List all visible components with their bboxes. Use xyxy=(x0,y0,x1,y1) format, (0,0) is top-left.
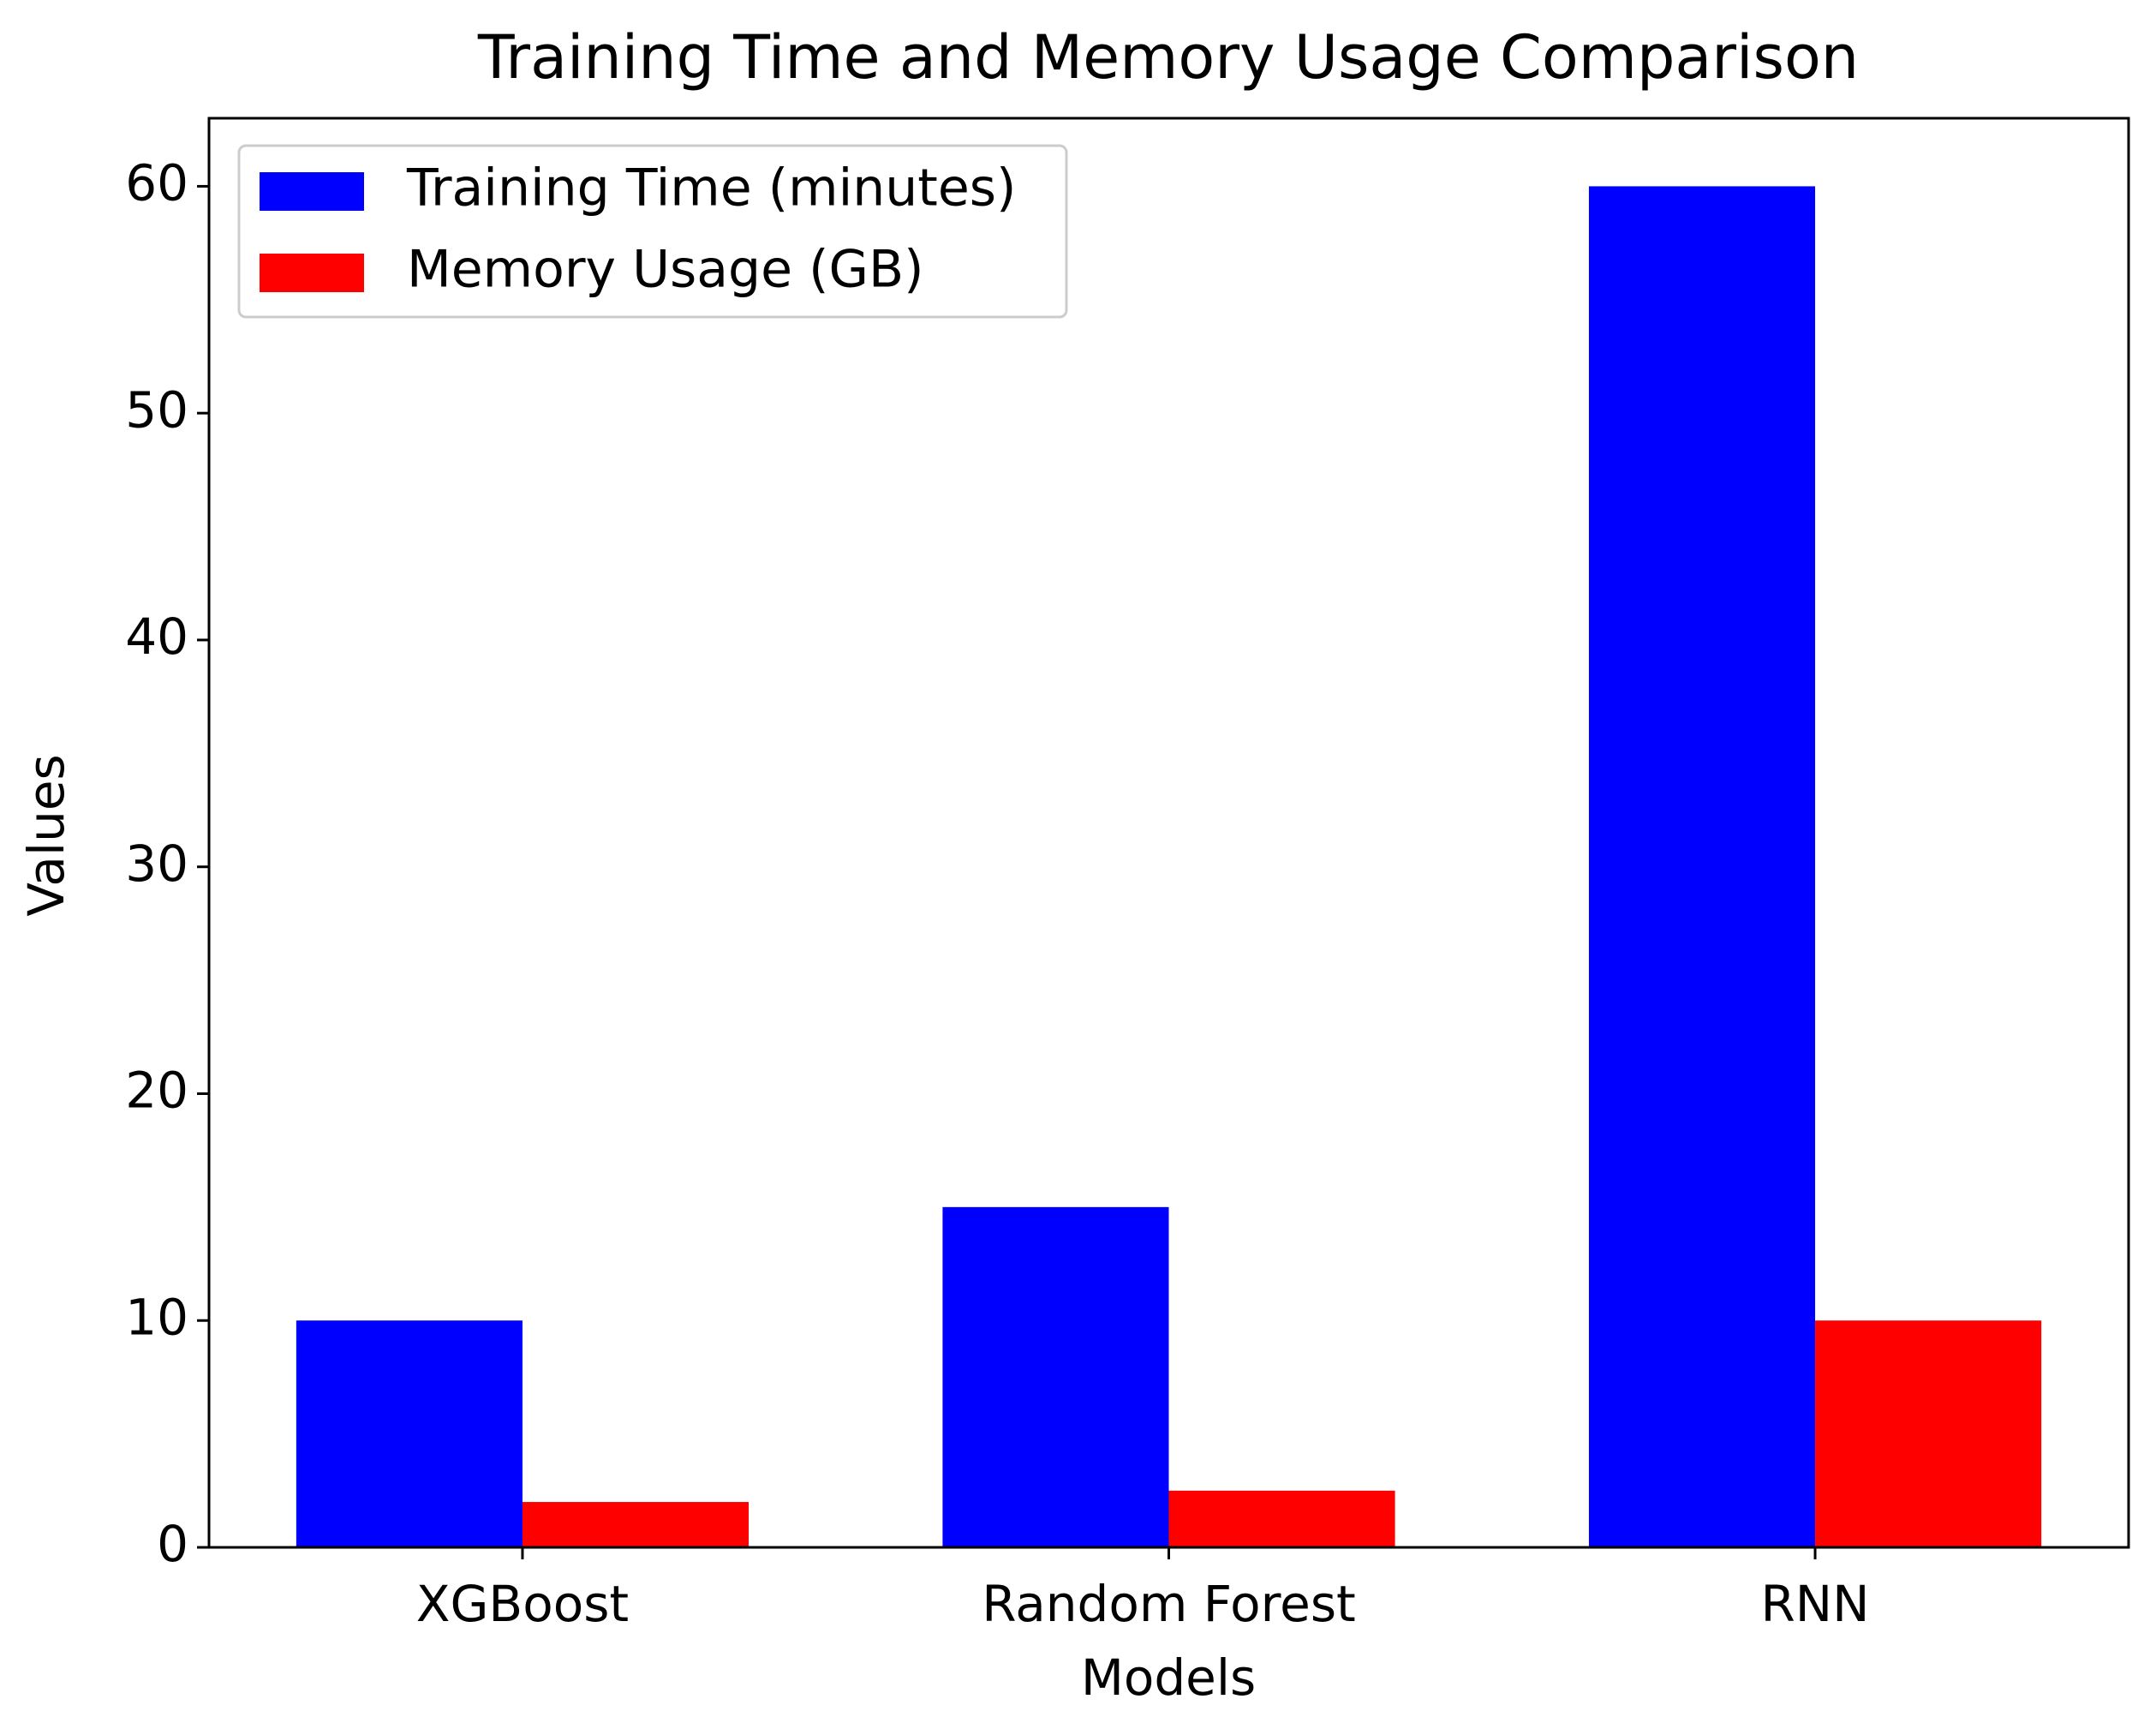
x-axis-label: Models xyxy=(1081,1648,1256,1707)
y-tick-label: 30 xyxy=(125,835,188,893)
y-tick-label: 50 xyxy=(125,380,188,439)
x-tick-label: Random Forest xyxy=(982,1575,1356,1633)
legend-swatch xyxy=(260,172,364,211)
bar xyxy=(1168,1490,1395,1547)
legend-label: Memory Usage (GB) xyxy=(407,240,924,300)
chart-title: Training Time and Memory Usage Compariso… xyxy=(477,22,1859,93)
bar xyxy=(1815,1320,2042,1547)
plot-frame xyxy=(207,117,2130,1549)
legend-label: Training Time (minutes) xyxy=(406,159,1016,218)
bar xyxy=(522,1502,750,1547)
bar xyxy=(1588,186,1816,1547)
legend-box xyxy=(237,144,1068,319)
y-tick-label: 60 xyxy=(125,154,188,212)
y-tick-label: 10 xyxy=(125,1288,188,1346)
y-axis-label: Values xyxy=(17,754,75,917)
x-tick-label: RNN xyxy=(1761,1575,1870,1633)
y-tick-label: 40 xyxy=(125,607,188,666)
legend-swatch xyxy=(260,254,364,292)
y-tick-label: 0 xyxy=(157,1515,188,1573)
bar xyxy=(296,1320,523,1547)
y-tick-label: 20 xyxy=(125,1062,188,1120)
x-tick-label: XGBoost xyxy=(416,1575,629,1633)
bar xyxy=(942,1206,1169,1547)
